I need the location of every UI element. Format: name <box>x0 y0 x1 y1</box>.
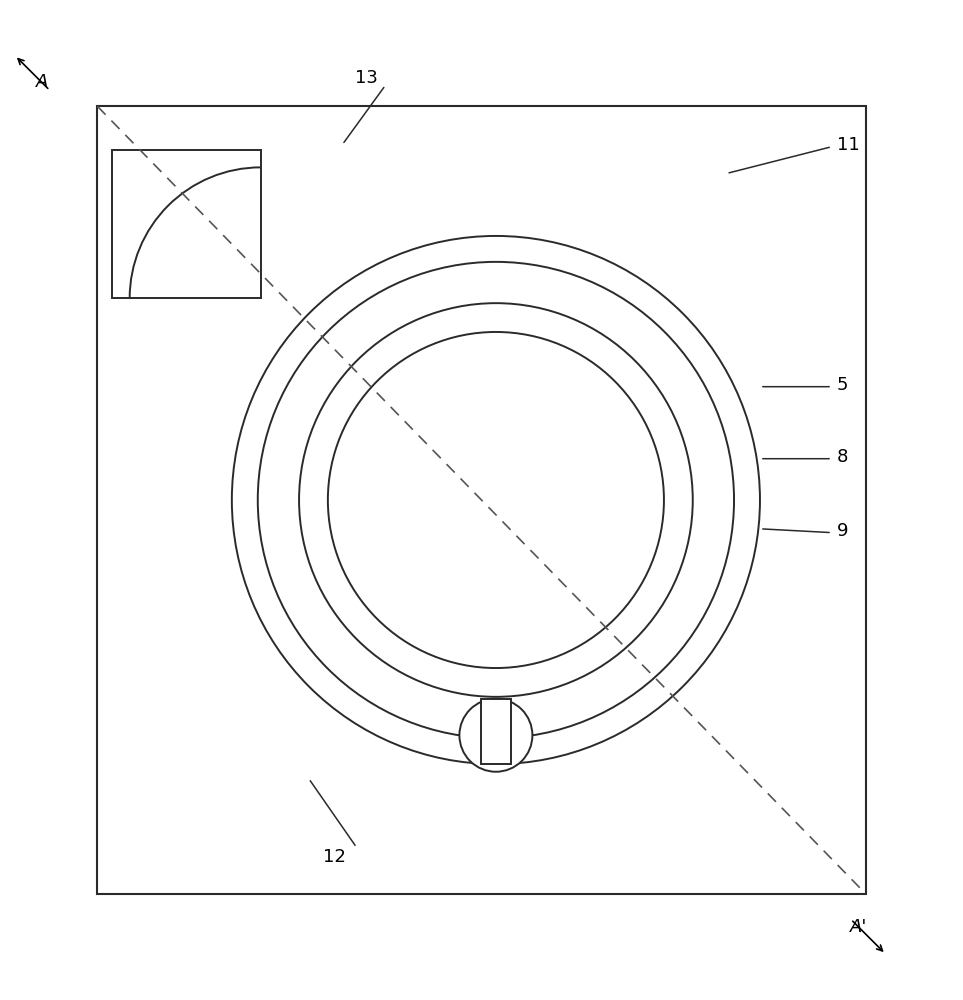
Text: 8: 8 <box>837 448 848 466</box>
Bar <box>481 699 511 764</box>
Bar <box>97 106 866 894</box>
Circle shape <box>327 332 664 668</box>
Text: 9: 9 <box>837 522 848 540</box>
Circle shape <box>258 262 734 738</box>
Bar <box>112 150 261 298</box>
Text: 12: 12 <box>323 848 346 866</box>
Text: 5: 5 <box>837 376 848 394</box>
Circle shape <box>459 699 533 772</box>
Circle shape <box>232 236 760 764</box>
Circle shape <box>299 303 692 697</box>
Text: 11: 11 <box>837 136 860 154</box>
Text: 13: 13 <box>354 69 377 87</box>
Text: A': A' <box>850 918 868 936</box>
Text: A: A <box>36 73 48 91</box>
